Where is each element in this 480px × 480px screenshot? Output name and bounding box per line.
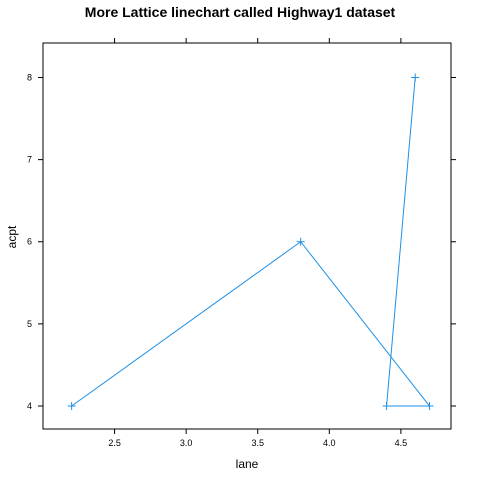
x-tick-label: 4.5 xyxy=(395,438,408,448)
x-tick-label: 3.5 xyxy=(251,438,264,448)
data-point xyxy=(296,237,305,246)
x-tick-label: 2.5 xyxy=(108,438,121,448)
x-tick-label: 3.0 xyxy=(180,438,193,448)
y-tick-label: 7 xyxy=(27,155,32,165)
axis-ticks xyxy=(38,38,456,434)
y-tick-label: 4 xyxy=(27,401,32,411)
plot-frame xyxy=(42,42,452,430)
x-tick-label: 4.0 xyxy=(323,438,336,448)
tick-labels: 2.5 3.0 3.5 4.0 4.5 4 5 6 7 8 xyxy=(27,72,407,448)
data-point xyxy=(67,402,76,411)
y-tick-label: 8 xyxy=(27,72,32,82)
data-point xyxy=(382,402,391,411)
y-axis-label: acpt xyxy=(5,225,19,248)
series-markers xyxy=(67,73,434,411)
y-tick-label: 6 xyxy=(27,237,32,247)
data-point xyxy=(425,402,434,411)
chart-title: More Lattice linechart called Highway1 d… xyxy=(85,4,396,20)
data-point xyxy=(411,73,420,82)
y-tick-label: 5 xyxy=(27,319,32,329)
series-line xyxy=(71,77,431,407)
x-axis-label: lane xyxy=(236,457,259,471)
